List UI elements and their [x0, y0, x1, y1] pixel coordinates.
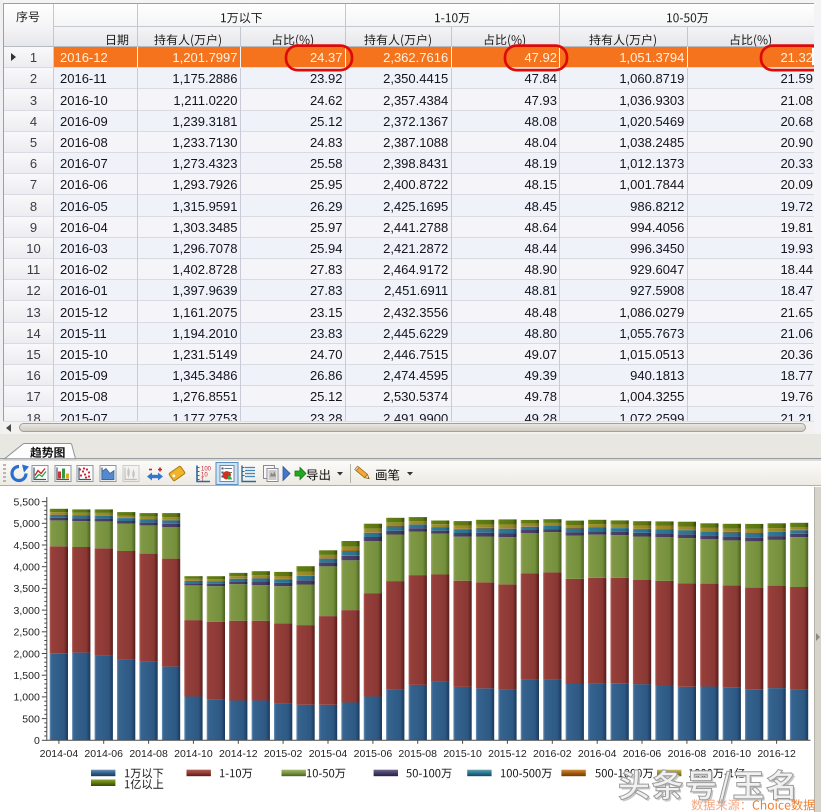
svg-text:2015-12: 2015-12: [488, 748, 527, 760]
svg-text:5,000: 5,000: [14, 518, 40, 530]
svg-text:4,000: 4,000: [14, 562, 40, 574]
svg-text:2014-12: 2014-12: [219, 748, 258, 760]
svg-text:500: 500: [22, 713, 40, 725]
svg-text:10: 10: [201, 473, 208, 479]
svg-text:2015-08: 2015-08: [398, 748, 437, 760]
svg-text:0: 0: [34, 735, 40, 747]
svg-text:2015-06: 2015-06: [354, 748, 393, 760]
svg-text:1,500: 1,500: [14, 670, 40, 682]
svg-text:2015-02: 2015-02: [264, 748, 303, 760]
svg-text:4,500: 4,500: [14, 540, 40, 552]
svg-text:100: 100: [201, 467, 212, 473]
svg-text:2014-08: 2014-08: [129, 748, 168, 760]
svg-text:2,000: 2,000: [14, 648, 40, 660]
svg-text:2014-06: 2014-06: [84, 748, 123, 760]
svg-text:5,500: 5,500: [14, 496, 40, 508]
svg-text:2015-04: 2015-04: [309, 748, 348, 760]
svg-text:2016-06: 2016-06: [623, 748, 662, 760]
svg-text:1: 1: [201, 478, 205, 484]
svg-text:2016-10: 2016-10: [713, 748, 752, 760]
svg-text:2016-02: 2016-02: [533, 748, 572, 760]
svg-text:2016-04: 2016-04: [578, 748, 617, 760]
svg-text:2014-04: 2014-04: [40, 748, 79, 760]
svg-text:1,000: 1,000: [14, 692, 40, 704]
svg-text:2016-12: 2016-12: [757, 748, 796, 760]
svg-text:3,500: 3,500: [14, 583, 40, 595]
svg-text:2,500: 2,500: [14, 627, 40, 639]
svg-text:2016-08: 2016-08: [668, 748, 707, 760]
svg-text:3,000: 3,000: [14, 605, 40, 617]
svg-text:2014-10: 2014-10: [174, 748, 213, 760]
svg-text:2015-10: 2015-10: [443, 748, 482, 760]
